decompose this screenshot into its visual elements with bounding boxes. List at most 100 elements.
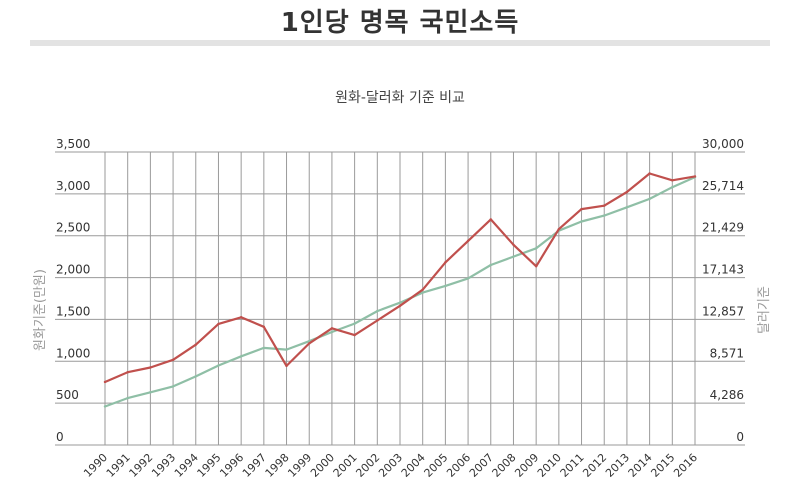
x-tick-label: 1998 (263, 451, 292, 480)
data-point-won (330, 330, 334, 334)
data-point-dollar (421, 288, 424, 291)
data-point-dollar (557, 227, 561, 231)
data-point-won (648, 197, 651, 201)
x-tick-label: 2014 (626, 451, 655, 480)
y-left-tick-label: 2,500 (56, 221, 90, 235)
y-axis-left-label: 원화기준(만원) (33, 269, 48, 351)
data-point-dollar (353, 333, 356, 337)
data-point-dollar (239, 316, 243, 319)
data-point-dollar (466, 239, 470, 243)
y-right-tick-label: 8,571 (710, 346, 744, 360)
x-tick-label: 1995 (195, 451, 224, 480)
x-tick-label: 2001 (331, 451, 360, 480)
y-left-tick-label: 0 (56, 430, 64, 444)
data-point-dollar (534, 265, 538, 268)
x-tick-label: 1996 (217, 451, 246, 480)
series-layer (103, 172, 697, 408)
data-point-dollar (603, 204, 606, 207)
data-point-dollar (126, 371, 129, 374)
data-point-dollar (149, 366, 152, 369)
chart-title: 원화-달러화 기준 비교 (335, 90, 465, 106)
x-tick-label: 2000 (308, 451, 337, 480)
y-left-tick-label: 1,500 (56, 304, 90, 318)
y-left-tick-label: 2,000 (56, 263, 90, 277)
y-right-tick-label: 0 (736, 430, 744, 444)
data-point-dollar (285, 364, 288, 368)
x-tick-label: 2007 (467, 451, 496, 480)
data-point-dollar (648, 172, 651, 175)
data-point-won (671, 185, 674, 189)
y-right-tick-label: 30,000 (702, 137, 744, 151)
data-point-won (466, 277, 470, 280)
data-point-dollar (376, 319, 379, 322)
data-point-won (580, 220, 583, 223)
y-left-tick-label: 3,500 (56, 137, 90, 151)
x-tick-label: 2004 (399, 451, 428, 480)
x-tick-label: 2012 (580, 451, 609, 480)
x-tick-label: 1994 (172, 451, 201, 480)
x-tick-label: 2002 (353, 451, 382, 480)
x-tick-label: 1990 (81, 451, 110, 480)
data-point-dollar (171, 358, 175, 362)
data-point-won (512, 255, 515, 258)
data-point-won (217, 364, 220, 367)
x-tick-label: 2009 (512, 451, 541, 480)
data-point-dollar (262, 325, 266, 329)
data-point-won (534, 247, 538, 250)
data-point-dollar (671, 179, 674, 182)
x-axis: 1990199119921993199419951996199719981999… (81, 451, 700, 480)
x-tick-label: 2008 (490, 451, 519, 480)
data-point-won (603, 214, 606, 217)
x-tick-label: 1999 (285, 451, 314, 480)
x-tick-label: 2013 (603, 451, 632, 480)
data-point-dollar (512, 243, 515, 246)
data-point-dollar (398, 304, 402, 308)
y-right-tick-label: 12,857 (702, 304, 744, 318)
data-point-won (194, 375, 197, 378)
y-right-tick-label: 21,429 (702, 221, 744, 235)
data-point-won (239, 355, 243, 358)
data-point-dollar (194, 343, 197, 346)
title-divider (30, 40, 770, 46)
y-left-tick-label: 500 (56, 388, 79, 402)
y-right-tick-label: 4,286 (710, 388, 744, 402)
data-point-won (353, 322, 356, 325)
x-tick-label: 2011 (558, 451, 587, 480)
data-point-dollar (625, 190, 629, 194)
data-point-won (171, 385, 175, 388)
data-point-dollar (580, 207, 583, 211)
data-point-dollar (489, 218, 492, 221)
data-point-won (285, 348, 288, 351)
data-point-won (625, 206, 629, 209)
y-axis-right-label: 달러기준 (757, 286, 772, 334)
data-point-dollar (330, 327, 334, 330)
data-point-won (126, 396, 129, 400)
x-tick-label: 2006 (444, 451, 473, 480)
y-left-tick-label: 3,000 (56, 179, 90, 193)
data-point-dollar (308, 342, 311, 345)
x-tick-label: 2015 (648, 451, 677, 480)
x-tick-label: 1997 (240, 451, 269, 480)
x-tick-label: 2003 (376, 451, 405, 480)
data-point-dollar (693, 175, 697, 178)
data-point-won (489, 263, 492, 267)
data-point-won (421, 291, 424, 294)
data-point-won (262, 346, 266, 350)
data-point-won (398, 301, 402, 304)
data-point-dollar (444, 261, 447, 264)
x-tick-label: 2016 (671, 451, 700, 480)
data-point-won (149, 391, 152, 394)
y-axis-right: 0 4,286 8,571 12,857 17,143 21,429 25,714 30,00… (702, 137, 744, 444)
data-point-dollar (103, 380, 107, 384)
x-tick-label: 1991 (104, 451, 133, 480)
data-point-won (103, 405, 107, 408)
data-point-dollar (217, 322, 220, 326)
y-left-tick-label: 1,000 (56, 346, 90, 360)
x-tick-label: 1993 (149, 451, 178, 480)
y-axis-left: 0 500 1,000 1,500 2,000 2,500 3,000 3,500 (56, 137, 90, 444)
page-title: 1인당 명목 국민소득 (280, 8, 520, 38)
y-right-tick-label: 17,143 (702, 263, 744, 277)
x-tick-label: 2010 (535, 451, 564, 480)
y-right-tick-label: 25,714 (702, 179, 744, 193)
